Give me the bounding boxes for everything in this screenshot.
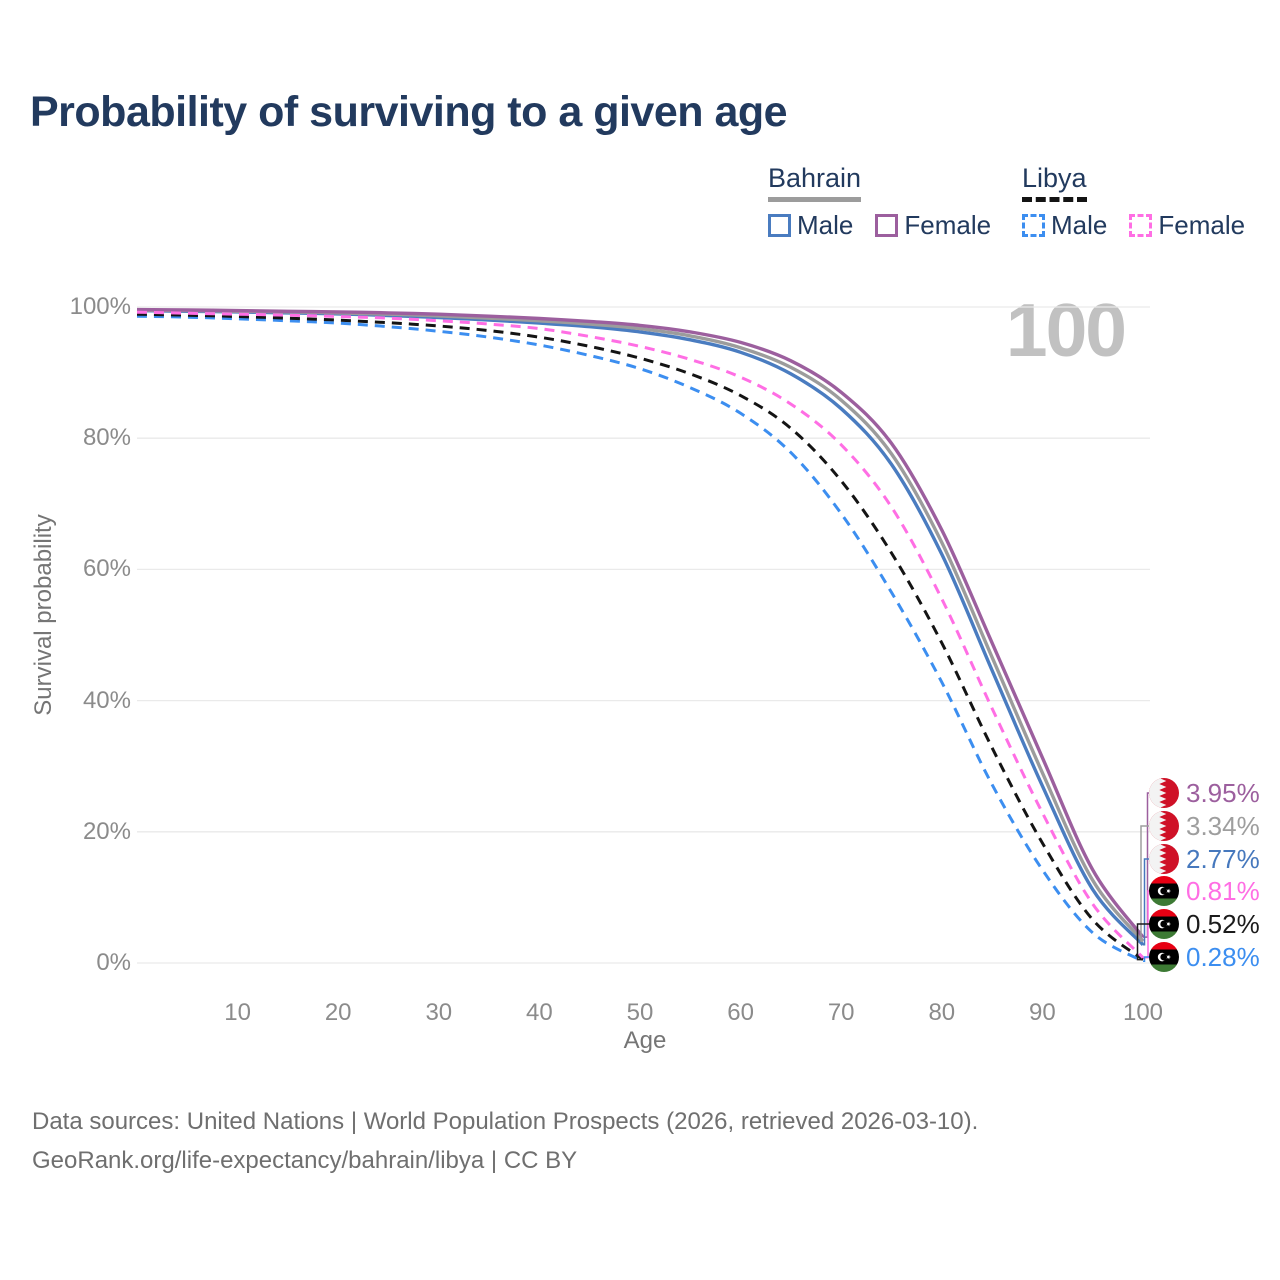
legend-item-libya-male[interactable]: Male — [1022, 210, 1107, 241]
legend-label-bahrain-male: Male — [797, 210, 854, 240]
data-source-line: Data sources: United Nations | World Pop… — [32, 1108, 979, 1135]
end-label-connectors — [1136, 792, 1150, 962]
y-tick-20%: 20% — [82, 817, 131, 845]
series-line-bahrain-both — [136, 308, 1145, 943]
series-line-bahrain-male — [136, 308, 1145, 946]
end-label-value: 3.95% — [1186, 777, 1260, 808]
connector-bahrain-male — [1143, 858, 1150, 946]
legend-group-libya: Libya Male Female — [1022, 163, 1245, 241]
series-line-bahrain-female — [136, 307, 1145, 939]
bahrain-female-swatch-icon — [875, 214, 899, 237]
end-label-libya-female: 0.81% — [1149, 876, 1260, 906]
end-label-libya-both: 0.52% — [1149, 909, 1260, 939]
x-tick-80: 80 — [928, 999, 956, 1026]
libya-flag-icon — [1149, 942, 1179, 972]
legend-country-bahrain: Bahrain — [768, 163, 862, 202]
legend-country-libya: Libya — [1022, 163, 1087, 202]
x-tick-10: 10 — [224, 999, 251, 1026]
end-label-libya-male: 0.28% — [1149, 942, 1260, 972]
x-axis-title: Age — [623, 1027, 667, 1054]
x-tick-70: 70 — [827, 999, 855, 1026]
y-tick-0%: 0% — [96, 949, 131, 976]
x-tick-100: 100 — [1122, 999, 1164, 1026]
end-label-value: 0.28% — [1186, 941, 1260, 972]
survival-curves — [136, 307, 1145, 963]
connector-bahrain-both — [1140, 825, 1150, 942]
end-label-value: 3.34% — [1186, 810, 1260, 841]
y-tick-40%: 40% — [82, 686, 131, 714]
end-label-value: 0.52% — [1186, 908, 1260, 939]
x-tick-20: 20 — [324, 999, 352, 1026]
age-watermark: 100 — [1005, 288, 1127, 372]
legend-item-bahrain-male[interactable]: Male — [768, 210, 853, 241]
libya-flag-icon — [1149, 909, 1179, 939]
y-axis-title: Survival probability — [30, 514, 57, 716]
series-line-libya-female — [136, 310, 1145, 959]
y-tick-80%: 80% — [82, 424, 131, 452]
end-label-value: 2.77% — [1186, 843, 1260, 874]
x-tick-60: 60 — [727, 999, 754, 1026]
attribution-line: GeoRank.org/life-expectancy/bahrain/liby… — [32, 1147, 578, 1174]
libya-female-swatch-icon — [1129, 214, 1153, 237]
legend-item-bahrain-female[interactable]: Female — [875, 210, 991, 241]
y-tick-60%: 60% — [82, 555, 131, 583]
legend-label-libya-female: Female — [1158, 210, 1246, 240]
x-tick-30: 30 — [425, 999, 453, 1026]
end-label-bahrain-male: 2.77% — [1149, 844, 1260, 874]
gridlines — [137, 306, 1150, 964]
y-tick-100%: 100% — [69, 293, 131, 320]
series-line-libya-male — [136, 314, 1144, 963]
libya-flag-icon — [1149, 876, 1179, 906]
bahrain-male-swatch-icon — [768, 214, 791, 237]
legend-label-libya-male: Male — [1051, 210, 1108, 240]
legend-group-bahrain: Bahrain Male Female — [768, 163, 991, 241]
x-tick-50: 50 — [626, 999, 654, 1026]
bahrain-flag-icon — [1149, 811, 1179, 841]
legend-item-libya-female[interactable]: Female — [1129, 210, 1245, 241]
page-title: Probability of surviving to a given age — [30, 88, 788, 136]
x-tick-90: 90 — [1029, 999, 1056, 1026]
bahrain-flag-icon — [1149, 778, 1179, 808]
connector-libya-male — [1143, 956, 1150, 962]
legend-label-bahrain-female: Female — [904, 210, 992, 240]
series-line-libya-both — [136, 312, 1144, 961]
connector-libya-both — [1136, 923, 1150, 961]
x-tick-40: 40 — [526, 999, 553, 1026]
end-label-bahrain-female: 3.95% — [1149, 778, 1260, 808]
end-label-bahrain-both: 3.34% — [1149, 811, 1260, 841]
bahrain-flag-icon — [1149, 844, 1179, 874]
end-label-value: 0.81% — [1186, 875, 1260, 906]
libya-male-swatch-icon — [1022, 214, 1045, 237]
